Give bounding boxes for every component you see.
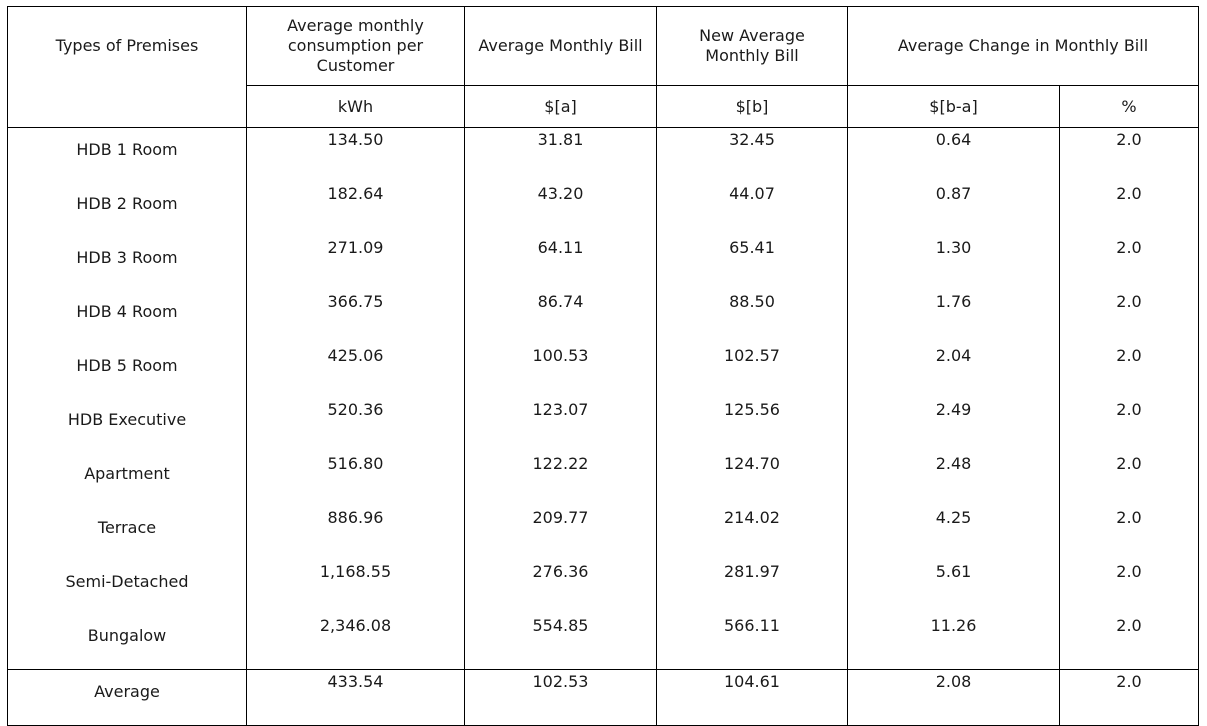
table-row: HDB 2 Room 182.64 43.20 44.07 0.87 2.0	[7, 182, 1200, 236]
cell-change-pct: 2.0	[1058, 614, 1200, 670]
cell-premises: Apartment	[7, 452, 247, 506]
unit-new-bill: $[b]	[656, 85, 848, 128]
cell-premises: HDB 2 Room	[7, 182, 247, 236]
header-bill: Average Monthly Bill	[464, 6, 657, 86]
cell-change-pct: 2.0	[1058, 452, 1200, 506]
cell-new-bill: 125.56	[656, 398, 848, 452]
cell-new-bill: 65.41	[656, 236, 848, 290]
cell-kwh: 134.50	[246, 127, 465, 182]
cell-new-bill: 44.07	[656, 182, 848, 236]
table-row: HDB 4 Room 366.75 86.74 88.50 1.76 2.0	[7, 290, 1200, 344]
cell-bill: 31.81	[464, 127, 657, 182]
tariff-table: Types of Premises Average monthly consum…	[7, 6, 1200, 726]
cell-premises: HDB 4 Room	[7, 290, 247, 344]
cell-bill: 43.20	[464, 182, 657, 236]
table-row: HDB 5 Room 425.06 100.53 102.57 2.04 2.0	[7, 344, 1200, 398]
unit-change-pct: %	[1058, 85, 1200, 128]
cell-premises: Semi-Detached	[7, 560, 247, 614]
table-row: Bungalow 2,346.08 554.85 566.11 11.26 2.…	[7, 614, 1200, 670]
cell-premises: HDB 1 Room	[7, 127, 247, 182]
cell-change-pct: 2.0	[1058, 127, 1200, 182]
units-row: kWh $[a] $[b] $[b-a] %	[8, 85, 1200, 128]
cell-premises: Average	[7, 669, 247, 726]
cell-kwh: 2,346.08	[246, 614, 465, 670]
unit-kwh: kWh	[246, 85, 465, 128]
cell-new-bill: 214.02	[656, 506, 848, 560]
cell-change-pct: 2.0	[1058, 506, 1200, 560]
cell-kwh: 433.54	[246, 669, 465, 726]
table-row: Apartment 516.80 122.22 124.70 2.48 2.0	[7, 452, 1200, 506]
cell-change-pct: 2.0	[1058, 669, 1200, 726]
table-row: Semi-Detached 1,168.55 276.36 281.97 5.6…	[7, 560, 1200, 614]
header-premises: Types of Premises	[7, 6, 247, 128]
cell-premises: HDB 3 Room	[7, 236, 247, 290]
cell-premises: Bungalow	[7, 614, 247, 670]
cell-change-pct: 2.0	[1058, 290, 1200, 344]
cell-premises: HDB 5 Room	[7, 344, 247, 398]
cell-kwh: 182.64	[246, 182, 465, 236]
cell-kwh: 516.80	[246, 452, 465, 506]
cell-bill: 554.85	[464, 614, 657, 670]
average-row: Average 433.54 102.53 104.61 2.08 2.0	[7, 669, 1200, 726]
cell-bill: 122.22	[464, 452, 657, 506]
cell-new-bill: 104.61	[656, 669, 848, 726]
unit-change-abs: $[b-a]	[847, 85, 1060, 128]
cell-kwh: 271.09	[246, 236, 465, 290]
cell-change-pct: 2.0	[1058, 398, 1200, 452]
cell-change-abs: 0.64	[847, 127, 1060, 182]
cell-kwh: 886.96	[246, 506, 465, 560]
cell-change-abs: 1.76	[847, 290, 1060, 344]
header-change: Average Change in Monthly Bill	[846, 6, 1200, 86]
cell-bill: 123.07	[464, 398, 657, 452]
cell-new-bill: 566.11	[656, 614, 848, 670]
cell-new-bill: 32.45	[656, 127, 848, 182]
cell-bill: 209.77	[464, 506, 657, 560]
cell-change-pct: 2.0	[1058, 344, 1200, 398]
header-new-bill: New Average Monthly Bill	[656, 6, 848, 86]
cell-change-pct: 2.0	[1058, 182, 1200, 236]
header-row: Types of Premises Average monthly consum…	[7, 6, 1200, 128]
cell-kwh: 520.36	[246, 398, 465, 452]
cell-bill: 102.53	[464, 669, 657, 726]
cell-new-bill: 88.50	[656, 290, 848, 344]
cell-new-bill: 124.70	[656, 452, 848, 506]
cell-kwh: 425.06	[246, 344, 465, 398]
cell-premises: Terrace	[7, 506, 247, 560]
table-row: Terrace 886.96 209.77 214.02 4.25 2.0	[7, 506, 1200, 560]
unit-bill: $[a]	[464, 85, 657, 128]
table-row: HDB 3 Room 271.09 64.11 65.41 1.30 2.0	[7, 236, 1200, 290]
cell-change-abs: 4.25	[847, 506, 1060, 560]
cell-bill: 86.74	[464, 290, 657, 344]
cell-kwh: 366.75	[246, 290, 465, 344]
cell-change-pct: 2.0	[1058, 236, 1200, 290]
header-consumption: Average monthly consumption per Customer	[246, 6, 465, 86]
cell-change-pct: 2.0	[1058, 560, 1200, 614]
cell-bill: 64.11	[464, 236, 657, 290]
cell-new-bill: 102.57	[656, 344, 848, 398]
cell-change-abs: 2.48	[847, 452, 1060, 506]
cell-bill: 276.36	[464, 560, 657, 614]
cell-change-abs: 2.49	[847, 398, 1060, 452]
cell-bill: 100.53	[464, 344, 657, 398]
cell-new-bill: 281.97	[656, 560, 848, 614]
table-row: HDB 1 Room 134.50 31.81 32.45 0.64 2.0	[7, 127, 1200, 182]
cell-change-abs: 2.04	[847, 344, 1060, 398]
cell-kwh: 1,168.55	[246, 560, 465, 614]
cell-change-abs: 5.61	[847, 560, 1060, 614]
cell-premises: HDB Executive	[7, 398, 247, 452]
cell-change-abs: 11.26	[847, 614, 1060, 670]
cell-change-abs: 0.87	[847, 182, 1060, 236]
cell-change-abs: 2.08	[847, 669, 1060, 726]
table-row: HDB Executive 520.36 123.07 125.56 2.49 …	[7, 398, 1200, 452]
cell-change-abs: 1.30	[847, 236, 1060, 290]
